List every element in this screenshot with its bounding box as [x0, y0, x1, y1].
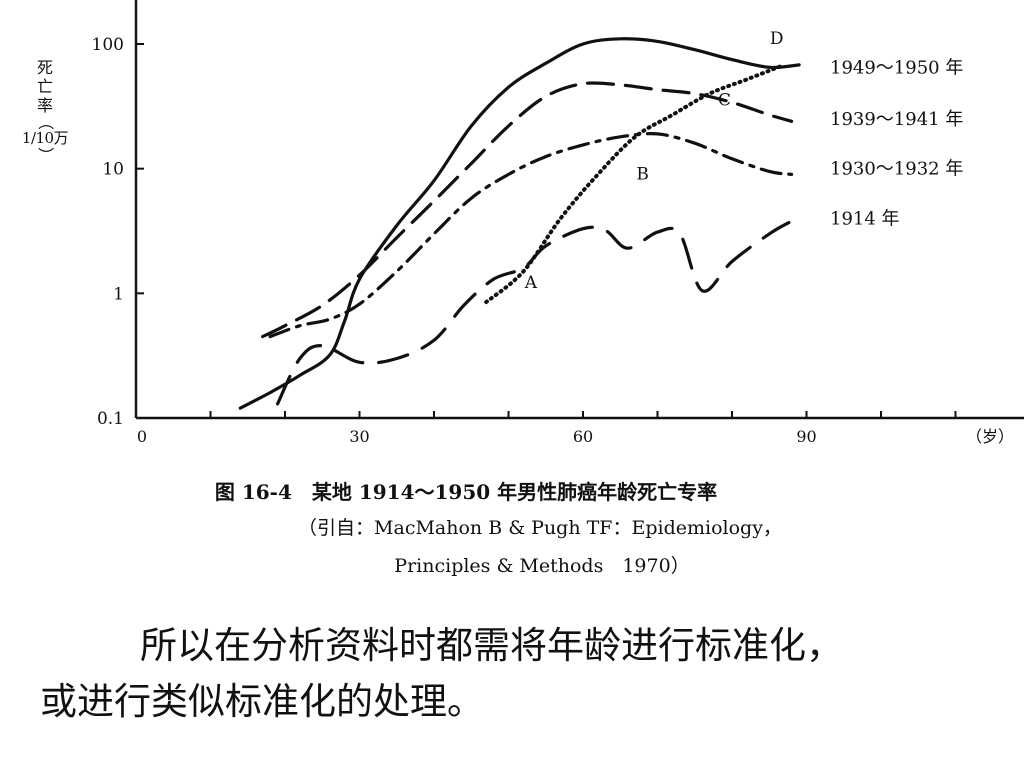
- chart-series: [238, 37, 801, 410]
- chart-legend: 1949～1950 年 1939～1941 年 1930～1932 年 1914 年: [830, 57, 963, 229]
- y-axis-label-char-3: 率: [36, 96, 53, 115]
- point-annotation-C: C: [718, 91, 731, 111]
- legend-label-3: 1914 年: [830, 208, 900, 229]
- legend-label-2: 1930～1932 年: [830, 159, 963, 180]
- chart-axes: 0 30 60 90 （岁） 100 10 1 0.1: [92, 0, 1024, 446]
- y-axis-label: 死 亡 率 （ 1/10万 ）: [20, 58, 70, 163]
- x-tick-label-90: 90: [796, 427, 816, 446]
- y-axis-label-unit: 1/10万: [21, 129, 69, 147]
- chart-annotations: A B C D: [524, 29, 784, 293]
- x-tick-label-60: 60: [573, 427, 593, 446]
- point-annotation-D: D: [770, 29, 784, 49]
- series-line-3: [276, 219, 794, 406]
- y-tick-label-100: 100: [92, 35, 124, 55]
- body-line-1: 所以在分析资料时都需将年龄进行标准化，: [140, 624, 843, 667]
- age-specific-death-rate-chart: 0 30 60 90 （岁） 100 10 1 0.1 A B C D 1949～1950 年 1939…: [92, 0, 1024, 446]
- series-line-4: [484, 62, 787, 305]
- body-paragraph: 所以在分析资料时都需将年龄进行标准化， 或进行类似标准化的处理。: [40, 618, 1000, 730]
- figure-caption-source-line-2: Principles & Methods 1970）: [394, 555, 690, 577]
- y-tick-label-0.1: 0.1: [97, 409, 124, 429]
- figure-caption-source-line-1: （引自：MacMahon B & Pugh TF：Epidemiology，: [298, 517, 782, 539]
- y-axis-label-char-1: 死: [36, 58, 53, 77]
- x-axis-label: （岁）: [966, 427, 1014, 446]
- figure-caption-title: 图 16-4 某地 1914～1950 年男性肺癌年龄死亡专率: [214, 480, 718, 504]
- series-line-0: [238, 37, 801, 410]
- point-annotation-B: B: [636, 164, 649, 184]
- series-line-2: [268, 132, 794, 339]
- body-line-2: 或进行类似标准化的处理。: [40, 680, 484, 723]
- legend-label-1: 1939～1941 年: [830, 109, 963, 130]
- point-annotation-A: A: [524, 273, 538, 293]
- y-tick-label-1: 1: [113, 284, 124, 304]
- series-line-1: [261, 81, 794, 339]
- y-axis-label-char-2: 亡: [36, 77, 53, 96]
- y-tick-label-10: 10: [102, 160, 124, 180]
- legend-label-0: 1949～1950 年: [830, 57, 963, 78]
- y-axis-label-close-paren: ）: [36, 146, 55, 163]
- x-tick-label-30: 30: [349, 427, 369, 446]
- x-tick-label-0: 0: [137, 427, 147, 446]
